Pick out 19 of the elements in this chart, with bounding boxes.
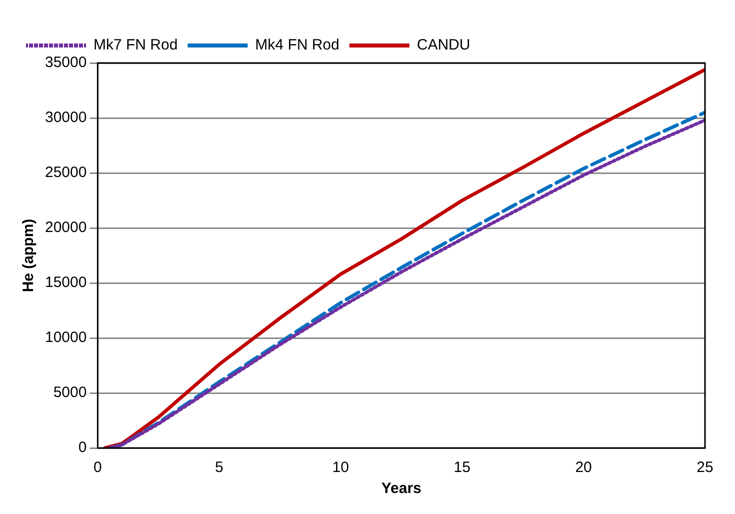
legend-label: Mk7 FN Rod [94,36,178,54]
x-tick-label: 25 [696,459,714,476]
y-tick-label: 5000 [53,384,87,402]
y-axis-title: He (appm) [20,218,38,292]
y-tick-label: 0 [78,439,87,456]
x-tick-label: 0 [94,459,102,476]
x-tick-label: 10 [332,459,349,476]
x-tick-label: 5 [214,459,224,476]
y-tick-label: 25000 [44,164,87,182]
x-tick-label: 15 [454,459,470,476]
legend-label: CANDU [416,36,470,54]
y-tick-label: 30000 [44,109,87,126]
y-tick-label: 10000 [44,329,87,346]
y-tick-label: 15000 [44,274,87,292]
y-tick-label: 20000 [44,219,87,236]
legend-label: Mk4 FN Rod [255,36,340,54]
x-axis-title: Years [381,480,422,498]
y-tick-label: 35000 [44,54,87,72]
x-tick-label: 20 [575,459,592,476]
